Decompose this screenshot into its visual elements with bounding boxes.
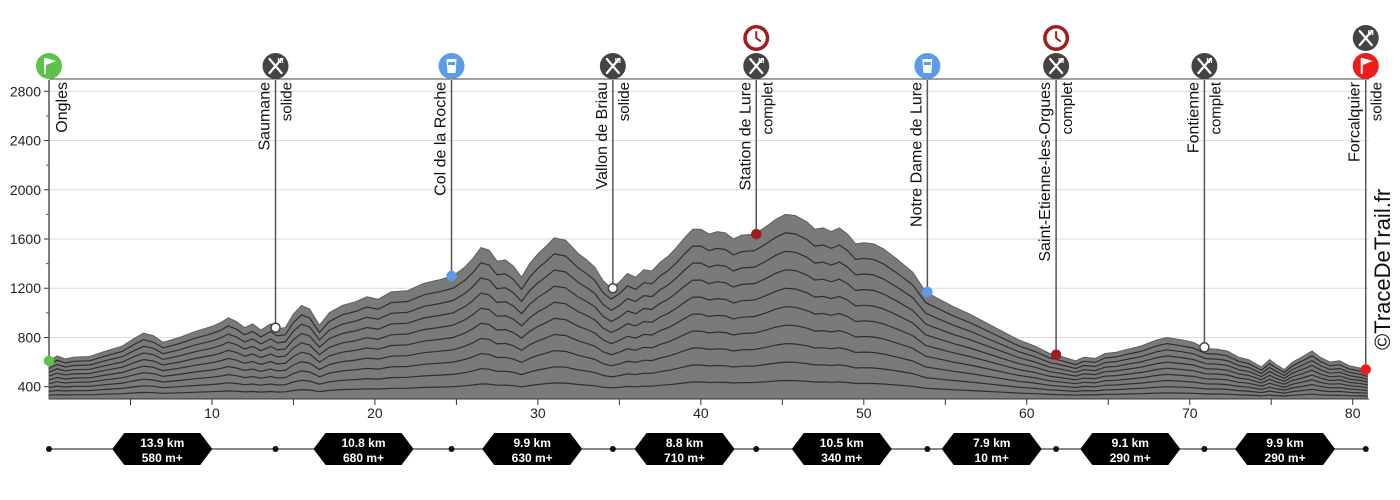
start-flag-icon [36,53,62,79]
segment-dot [1053,446,1060,452]
x-tick-label: 30 [530,405,546,421]
segment-dot [753,446,760,452]
clock-icon [1043,25,1070,51]
segment-dot [448,446,455,452]
segment-climb: 290 m+ [1110,451,1151,465]
waypoint-detail: complet [1207,81,1224,134]
y-tick-label: 2400 [10,133,41,149]
waypoint-marker [751,228,762,240]
food-icon [1043,53,1070,79]
waypoint-marker [922,286,933,298]
waypoint-detail: solide [1369,82,1386,121]
water-icon [438,53,465,79]
segment-dot [1201,446,1208,452]
waypoint-name: Vallon de Briau [594,82,611,189]
segment-distance: 9.1 km [1112,436,1149,450]
waypoint-name: Station de Lure [737,82,754,191]
contour-line [48,379,1368,397]
contour-line [48,250,1368,377]
waypoint-name: Saumane [257,82,274,151]
segment-badge [634,433,735,465]
waypoint-marker [1199,342,1210,353]
waypoint-name: Saint-Etienne-les-Orgues [1037,82,1054,262]
credit-text: ©TraceDeTrail.fr [1370,189,1395,350]
waypoint-marker [270,322,281,333]
food-icon [262,53,289,79]
waypoint-detail: solide [279,82,296,121]
segment-climb: 290 m+ [1265,451,1306,465]
segment-climb: 10 m+ [975,451,1009,465]
contour-line [48,232,1368,375]
contour-line [48,269,1368,380]
segment-distance: 10.8 km [341,436,385,450]
contour-line [48,324,1368,389]
contour-line [48,361,1368,394]
y-tick-label: 2000 [10,182,41,198]
food-icon [743,53,770,79]
food-icon [1191,53,1218,79]
y-tick-label: 800 [18,329,42,345]
segment-distance: 9.9 km [514,436,551,450]
waypoint-detail: complet [1059,81,1076,134]
segment-dot [924,446,931,452]
segment-climb: 630 m+ [512,451,553,465]
segment-badge [482,433,583,465]
clock-icon [743,25,770,51]
segment-badge [1235,433,1336,465]
segment-distance: 10.5 km [820,436,864,450]
segment-climb: 580 m+ [142,451,183,465]
y-tick-label: 1600 [10,231,41,247]
segment-badge [313,433,414,465]
segment-climb: 710 m+ [664,451,705,465]
waypoint-marker [43,355,55,367]
elevation-area [48,213,1368,400]
waypoint-name: Col de la Roche [433,82,450,196]
segment-climb: 340 m+ [821,451,862,465]
segment-distance: 13.9 km [140,436,184,450]
y-tick-label: 1200 [10,280,41,296]
waypoint-name: Ongles [54,82,71,133]
waypoint-name: Fontienne [1185,82,1202,153]
segment-badge [791,433,892,465]
segment-badge [941,433,1042,465]
segment-dot [272,446,279,452]
water-icon [914,53,941,79]
finish-flag-icon [1352,53,1379,79]
x-tick-label: 10 [204,405,220,421]
waypoint-marker [1360,364,1371,375]
y-tick-label: 400 [18,379,42,395]
segment-dot [46,446,52,452]
waypoint-detail: solide [616,82,633,121]
food-icon [599,53,626,79]
x-tick-label: 20 [367,405,383,421]
waypoint-name: Notre Dame de Lure [908,82,925,227]
segment-distance: 8.8 km [666,436,703,450]
y-tick-label: 2800 [10,83,41,99]
waypoint-marker [607,282,619,294]
waypoint-name: Forcalquier [1347,81,1364,162]
segment-climb: 680 m+ [343,451,384,465]
segment-dot [1362,446,1369,452]
segment-dot [609,446,616,452]
contour-line [48,342,1368,392]
waypoint-detail: complet [759,81,776,134]
x-tick-label: 70 [1182,405,1198,421]
contour-line [48,287,1368,383]
segment-distance: 7.9 km [973,436,1010,450]
waypoint-marker [446,270,457,282]
segment-distance: 9.9 km [1266,436,1303,450]
x-tick-label: 60 [1019,405,1035,421]
x-tick-label: 80 [1345,405,1361,421]
waypoint-marker [1050,349,1062,360]
food-icon [1352,25,1379,51]
x-tick-label: 50 [856,405,872,421]
x-tick-label: 40 [693,405,709,421]
segment-badge [112,433,213,465]
contour-line [48,306,1368,386]
segment-badge [1080,433,1181,465]
